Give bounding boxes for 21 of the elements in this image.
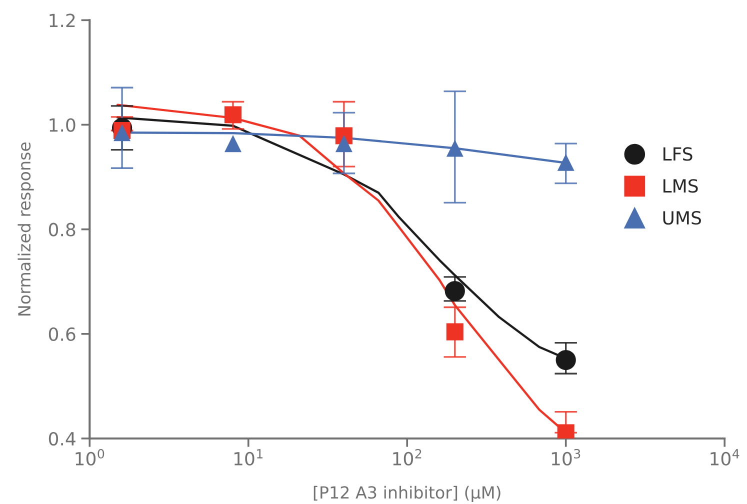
x-tick-label: 10$^{3}$ [552,448,580,466]
point [224,135,242,152]
x-tick-label: 10$^{1}$ [234,449,263,466]
legend-label: LFS [664,147,692,161]
legend-label: LMS [664,179,698,193]
y-tick-label: 1.2 [50,14,75,28]
x-axis-title: [P12 A3 inhibitor] (µM) [314,486,500,502]
legend-label: UMS [663,210,701,225]
x-tick-label: 10$^{4}$ [710,449,740,466]
x-tick-label: 10$^{2}$ [393,448,422,466]
point [446,323,464,340]
y-tick-label: 1.0 [50,118,76,132]
y-tick-label: 0.6 [48,327,76,342]
x-tick-label: 10$^{0}$ [76,448,104,466]
point [446,140,464,157]
point [557,154,574,171]
y-axis-title: Normalized response [18,142,34,316]
point [224,106,242,124]
y-tick-label: 0.4 [48,432,76,446]
point [335,135,352,152]
y-tick-label: 0.8 [48,222,76,236]
